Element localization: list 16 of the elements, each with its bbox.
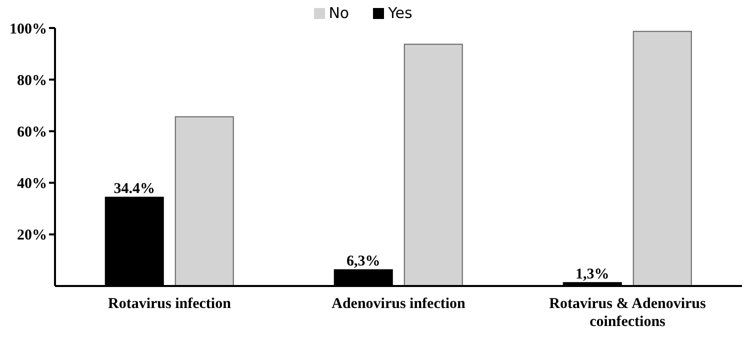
legend-label: Yes: [388, 4, 412, 22]
x-tick-label: Rotavirus & Adenovirus coinfections: [549, 296, 706, 330]
y-tick-label: 100%: [10, 21, 47, 38]
data-label: 1,3%: [576, 266, 610, 283]
y-tick-label: 40%: [17, 176, 47, 192]
y-tick-label: 80%: [17, 72, 47, 89]
data-label: 6,3%: [346, 254, 380, 270]
data-label: 34.4%: [114, 181, 156, 198]
legend-label: No: [328, 4, 350, 22]
bar: [174, 116, 234, 286]
x-tick-label: Adenovirus infection: [332, 296, 466, 312]
bar: [632, 30, 692, 286]
bar: [404, 44, 463, 286]
y-tick-label: 60%: [17, 124, 47, 141]
x-tick-label: Rotavirus infection: [108, 296, 232, 312]
y-tick-label: 20%: [17, 228, 47, 244]
